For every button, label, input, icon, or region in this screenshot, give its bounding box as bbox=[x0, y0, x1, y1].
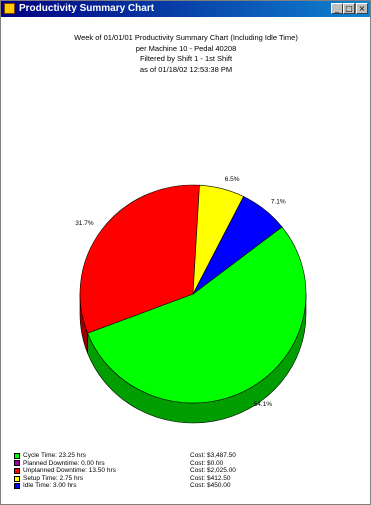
legend-label: Cycle Time: 23.25 hrs bbox=[23, 452, 86, 459]
chart-icon bbox=[4, 3, 15, 14]
pie-label-unplanned-downtime: 31.7% bbox=[75, 220, 94, 227]
legend-cost: Cost: $450.00 bbox=[190, 482, 231, 490]
legend-label: Unplanned Downtime: 13.50 hrs bbox=[23, 467, 116, 475]
legend-item-setup-time: Setup Time: 2.75 hrs Cost: $412.50 bbox=[14, 475, 344, 483]
legend: Cycle Time: 23.25 hrs Cost: $3,487.50 Pl… bbox=[14, 452, 344, 490]
legend-swatch bbox=[14, 483, 20, 490]
close-icon[interactable]: × bbox=[356, 3, 368, 14]
legend-cost: Cost: $0.00 bbox=[190, 459, 224, 467]
legend-label: Setup Time: 2.75 hrs bbox=[23, 474, 83, 482]
legend-swatch bbox=[14, 452, 20, 459]
minimize-icon[interactable]: _ bbox=[331, 3, 343, 14]
legend-item-unplanned-downtime: Unplanned Downtime: 13.50 hrs Cost: $2,0… bbox=[14, 467, 344, 475]
chart-title: Week of 01/01/01 Productivity Summary Ch… bbox=[21, 33, 351, 75]
legend-item-idle-time: Idle Time: 3.00 hrs Cost: $450.00 bbox=[14, 482, 344, 490]
legend-cost: Cost: $3,487.50 bbox=[190, 452, 236, 459]
window-title: Productivity Summary Chart bbox=[19, 3, 155, 14]
pie-label-setup-time: 6.5% bbox=[225, 176, 240, 183]
legend-cost: Cost: $412.50 bbox=[190, 474, 231, 482]
pie-slice-cycle-time bbox=[87, 226, 307, 404]
legend-item-planned-downtime: Planned Downtime: 0.00 hrs Cost: $0.00 bbox=[14, 460, 344, 468]
chart-title-line-4: as of 01/18/02 12:53:38 PM bbox=[139, 64, 233, 74]
legend-swatch bbox=[14, 467, 20, 474]
maximize-icon[interactable]: □ bbox=[343, 3, 355, 14]
pie-label-idle-time: 7.1% bbox=[271, 198, 286, 205]
pie-slice-idle-time bbox=[192, 196, 283, 295]
chart-title-line-1: Week of 01/01/01 Productivity Summary Ch… bbox=[74, 33, 298, 42]
pie-slice-unplanned-downtime bbox=[79, 184, 200, 334]
title-bar[interactable]: Productivity Summary Chart _ □ × bbox=[1, 1, 370, 17]
legend-swatch bbox=[14, 460, 20, 467]
chart-title-line-3: Filtered by Shift 1 - 1st Shift bbox=[139, 54, 233, 63]
legend-label: Planned Downtime: 0.00 hrs bbox=[23, 459, 105, 467]
pie-label-cycle-time: 54.1% bbox=[254, 401, 273, 408]
legend-swatch bbox=[14, 475, 20, 482]
legend-cost: Cost: $2,025.00 bbox=[190, 467, 236, 475]
chart-title-line-2: per Machine 10 - Pedal 40208 bbox=[135, 43, 237, 53]
legend-item-cycle-time: Cycle Time: 23.25 hrs Cost: $3,487.50 bbox=[14, 452, 344, 460]
legend-label: Idle Time: 3.00 hrs bbox=[23, 482, 77, 490]
